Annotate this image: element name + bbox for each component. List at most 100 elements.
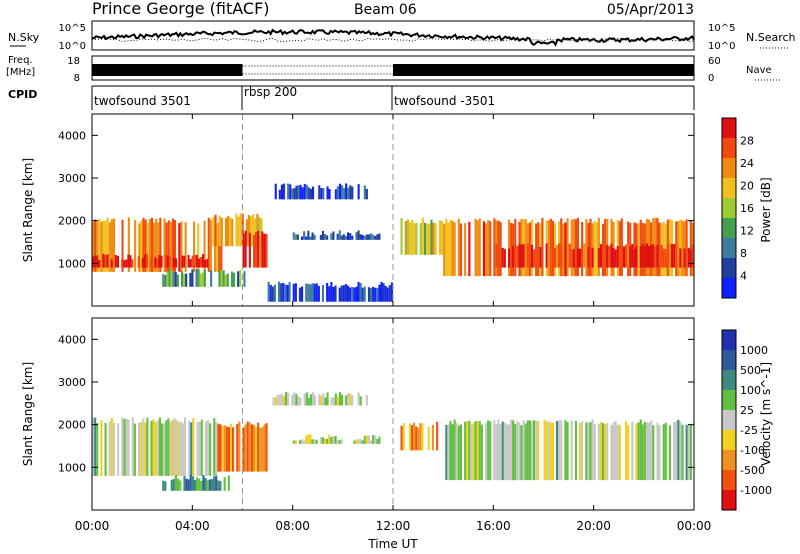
heat-cell-9 (602, 223, 605, 277)
heat-cell-6 (301, 286, 304, 302)
heat-cell-3 (280, 393, 283, 406)
heat-cell-9 (604, 219, 607, 277)
heat-cell-6 (332, 286, 335, 302)
colorbar-swatch (722, 278, 736, 298)
heat-cell-10 (591, 247, 594, 268)
heat-cell-7 (378, 233, 381, 240)
heat-cell-4 (361, 440, 364, 444)
heat-cell-7 (376, 234, 379, 240)
heat-cell-5 (334, 189, 337, 200)
heat-cell-5 (343, 188, 346, 200)
heat-cell-6 (510, 419, 513, 481)
heat-cell-3 (287, 392, 290, 406)
heat-cell-10 (668, 243, 671, 268)
heat-cell-9 (474, 218, 477, 277)
freq-band-1 (92, 64, 243, 76)
heat-cell-4 (230, 271, 233, 287)
heat-cell-8 (434, 223, 437, 255)
heat-cell-0 (96, 221, 99, 272)
heat-cell-3 (297, 396, 300, 406)
heat-cell-0 (98, 218, 101, 272)
x-axis-label: Time UT (367, 537, 418, 551)
power-colorbar-label: Power [dB] (759, 177, 773, 242)
heat-cell-0 (127, 217, 130, 272)
nsky-right-tick-top: 10^5 (708, 23, 735, 34)
heat-cell-6 (361, 287, 364, 302)
heat-cell-3 (312, 392, 315, 406)
heat-cell-6 (372, 286, 375, 302)
heat-cell-2 (164, 481, 167, 491)
velocity-axes: 1000 2000 3000 4000 (58, 333, 694, 474)
heat-cell-10 (633, 249, 636, 268)
power-heatmap (92, 114, 694, 306)
heat-cell-3 (303, 393, 306, 406)
heat-cell-4 (370, 440, 373, 444)
heat-cell-3 (299, 397, 302, 406)
heat-cell-6 (370, 287, 373, 302)
heat-cell-6 (334, 285, 337, 302)
heat-cell-9 (493, 218, 496, 277)
heat-cell-3 (345, 395, 348, 406)
heat-cell-9 (618, 221, 621, 277)
freq-band-2 (393, 64, 694, 76)
heat-cell-6 (284, 284, 287, 302)
heat-cell-9 (476, 220, 479, 277)
heat-cell-10 (501, 248, 504, 268)
heat-cell-8 (415, 222, 418, 255)
heat-cell-9 (464, 223, 467, 277)
heat-cell-7 (305, 236, 308, 240)
heat-cell-3 (318, 394, 321, 406)
heat-cell-0 (180, 221, 183, 272)
heat-cell-6 (656, 422, 659, 481)
heat-cell-3 (314, 395, 317, 406)
heat-cell-10 (677, 248, 680, 268)
heat-cell-0 (192, 418, 195, 476)
heat-cell-2 (220, 217, 223, 247)
heat-cell-4 (305, 435, 308, 444)
nave-right-tick-bottom: 0 (708, 73, 714, 84)
heat-cell-0 (96, 422, 99, 476)
heat-cell-3 (276, 394, 279, 406)
heat-cell-7 (357, 230, 360, 240)
heat-cell-0 (108, 222, 111, 272)
heat-cell-2 (191, 476, 194, 491)
heat-cell-6 (351, 286, 354, 302)
heat-cell-3 (248, 232, 251, 268)
heat-cell-6 (292, 283, 295, 302)
heat-cell-3 (272, 397, 275, 406)
heat-cell-6 (497, 419, 500, 481)
heat-cell-4 (365, 435, 368, 444)
heat-cell-9 (447, 222, 450, 277)
heat-cell-6 (518, 422, 521, 481)
heat-cell-6 (631, 421, 634, 481)
x-axis-ticks: 00:00 04:00 08:00 12:00 16:00 20:00 00:00 (75, 114, 711, 533)
heat-cell-1 (217, 423, 220, 472)
heat-cell-0 (150, 217, 153, 272)
heat-cell-6 (311, 283, 314, 302)
heat-cell-4 (203, 269, 206, 287)
heat-cell-0 (104, 220, 107, 272)
heat-cell-4 (166, 272, 169, 287)
heat-cell-4 (226, 273, 229, 287)
heat-cell-6 (524, 423, 527, 481)
heat-cell-0 (133, 423, 136, 476)
velocity-colorbar-label: Velocity [m s^-1] (759, 362, 773, 466)
heat-cell-0 (153, 222, 156, 272)
y-tick-label: 3000 (58, 172, 86, 185)
heat-cell-6 (445, 424, 448, 481)
heat-cell-1 (206, 259, 209, 268)
heat-cell-0 (165, 420, 168, 476)
heat-cell-10 (606, 244, 609, 268)
heat-cell-10 (516, 245, 519, 268)
heat-cell-6 (340, 285, 343, 302)
heat-cell-6 (282, 282, 285, 302)
heat-cell-6 (535, 421, 538, 481)
heat-cell-6 (447, 424, 450, 481)
heat-cell-6 (505, 424, 508, 481)
heat-cell-0 (163, 218, 166, 272)
x-tick-label: 04:00 (175, 519, 210, 533)
heat-cell-10 (673, 243, 676, 268)
colorbar-swatch (722, 430, 736, 450)
heat-cell-8 (406, 219, 409, 255)
heat-cell-10 (643, 246, 646, 268)
